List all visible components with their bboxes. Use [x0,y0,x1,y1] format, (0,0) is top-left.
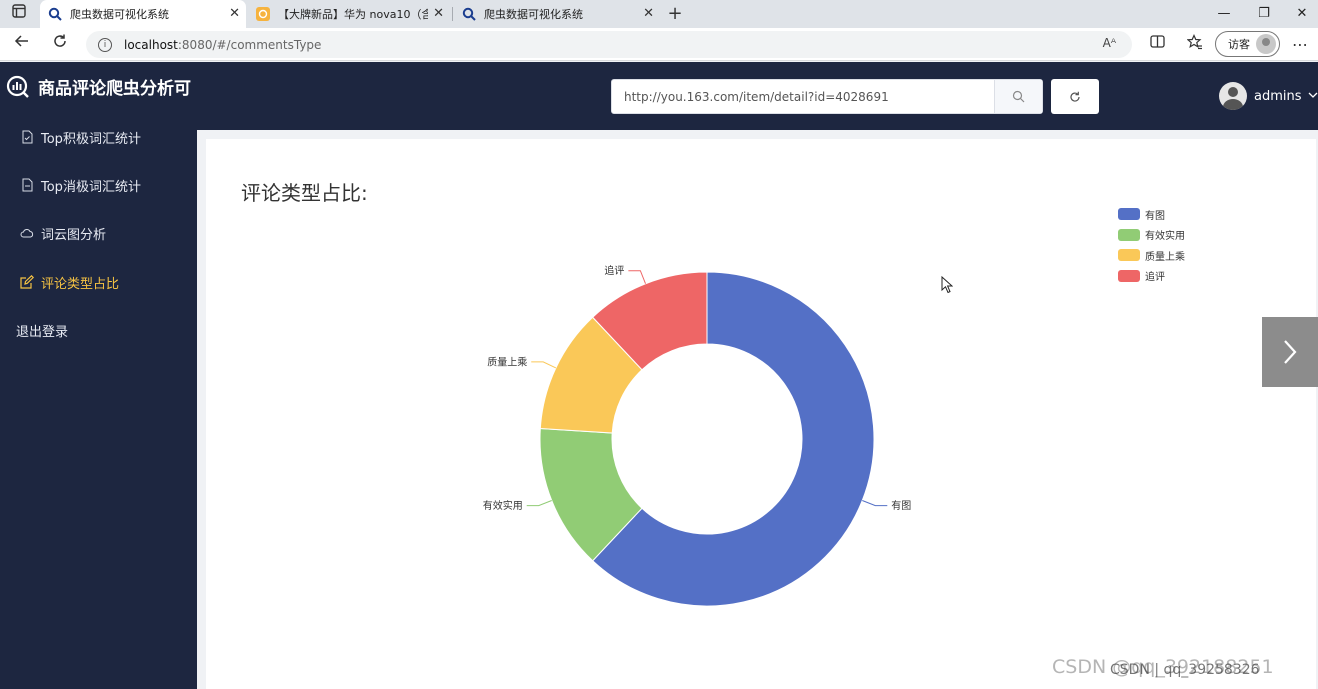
user-menu[interactable]: admins [1219,82,1318,110]
refresh-button[interactable] [1051,79,1099,114]
browser-address-bar: i localhost:8080/#/commentsType Aᴬ 访客 ⋯ [0,28,1318,61]
close-icon[interactable]: ✕ [643,6,654,21]
restore-icon[interactable]: ❐ [1258,6,1270,21]
avatar [1219,82,1247,110]
avatar [1256,34,1276,54]
label-leader-line [628,270,646,284]
slice-label: 有效实用 [483,499,523,512]
browser-tab-bar: 爬虫数据可视化系统 ✕ 【大牌新品】华为 nova10（含6 ✕ 爬虫数据可视化… [0,0,1318,28]
guest-label: 访客 [1228,38,1250,51]
tab-actions-icon[interactable] [8,4,30,24]
pie-slice[interactable] [591,271,875,607]
sidebar-item-wordcloud[interactable]: 词云图分析 [0,209,197,257]
sidebar: Top积极词汇统计 Top消极词汇统计 词云图分析 评论类型占比 退出登录 [0,130,197,689]
next-page-button[interactable] [1262,317,1318,387]
app-header: 商品评论爬虫分析可 admins [0,62,1318,130]
slice-label: 追评 [604,264,624,277]
legend-label: 有图 [1145,210,1165,222]
legend-label: 质量上乘 [1145,251,1185,263]
slice-label: 质量上乘 [487,356,527,368]
legend-label: 有效实用 [1145,231,1185,243]
sidebar-item-comment-types[interactable]: 评论类型占比 [0,258,197,306]
legend-swatch [1118,228,1140,241]
chevron-down-icon [1308,91,1318,102]
sidebar-item-label: 退出登录 [16,324,69,340]
mouse-cursor-icon [941,276,953,294]
legend-item[interactable]: 追评 [1118,266,1185,287]
more-icon[interactable]: ⋯ [1292,35,1308,54]
new-tab-icon[interactable]: + [667,3,683,24]
username: admins [1254,88,1302,104]
search-box [611,79,1043,114]
sidebar-item-label: Top积极词汇统计 [41,131,141,147]
watermark: CSDN @qq_392188251 [1052,656,1274,678]
legend-swatch [1118,249,1140,262]
sidebar-item-negative-words[interactable]: Top消极词汇统计 [0,161,197,209]
page-title: 评论类型占比: [241,181,368,205]
label-leader-line [526,500,552,507]
search-button[interactable] [994,80,1042,113]
sidebar-item-label: 词云图分析 [41,227,107,243]
cloud-icon [20,226,34,240]
search-icon [48,7,62,21]
close-icon[interactable]: ✕ [433,6,444,21]
document-icon [20,130,34,144]
favorites-icon[interactable] [1184,34,1206,56]
label-leader-line [531,361,557,369]
sidebar-item-label: Top消极词汇统计 [41,179,141,195]
reload-icon[interactable] [48,33,72,55]
search-input[interactable] [612,80,994,113]
chart-legend: 有图 有效实用 质量上乘 追评 [1118,204,1185,286]
shop-icon [256,7,270,21]
donut-chart: 有图 有效实用 质量上乘 追评 [483,264,911,607]
legend-swatch [1118,269,1140,282]
chart-logo-icon [6,75,29,98]
info-icon[interactable]: i [98,37,112,52]
label-leader-line [862,500,888,507]
window-close-icon[interactable]: ✕ [1296,6,1308,21]
tab-huawei[interactable]: 【大牌新品】华为 nova10（含6 ✕ [248,0,450,28]
close-icon[interactable]: ✕ [229,6,240,21]
document-icon [20,178,34,192]
search-icon [462,7,476,21]
tab-separator [452,7,453,21]
main-panel: 评论类型占比: 有图 有效实用 质量上乘 追评 有图 有效实用 质量上乘 追评 [206,139,1316,689]
tab-crawler-1[interactable]: 爬虫数据可视化系统 ✕ [40,0,246,28]
watermark-overlay: CSDN | qq_39258326 [1110,662,1260,678]
tab-title: 【大牌新品】华为 nova10（含6 [278,8,428,21]
legend-swatch [1118,208,1140,221]
tab-crawler-2[interactable]: 爬虫数据可视化系统 ✕ [454,0,660,28]
url-field[interactable]: i localhost:8080/#/commentsType Aᴬ [86,31,1132,58]
sidebar-item-label: 评论类型占比 [41,276,120,292]
refresh-icon [1070,91,1080,102]
guest-profile-button[interactable]: 访客 [1215,31,1280,57]
url-host: localhost [124,37,178,52]
brand: 商品评论爬虫分析可 [6,74,191,99]
legend-item[interactable]: 有效实用 [1118,225,1185,246]
sidebar-item-positive-words[interactable]: Top积极词汇统计 [0,113,197,161]
sidebar-item-logout[interactable]: 退出登录 [0,306,197,354]
minimize-icon[interactable]: — [1217,6,1231,21]
legend-item[interactable]: 有图 [1118,204,1185,225]
pie-slice[interactable] [591,271,708,371]
slice-label: 有图 [891,499,911,512]
legend-label: 追评 [1145,272,1165,284]
legend-item[interactable]: 质量上乘 [1118,245,1185,266]
chevron-right-icon [1284,340,1297,364]
tab-title: 爬虫数据可视化系统 [484,8,583,21]
edit-icon [20,274,35,289]
url-path: :8080/#/commentsType [177,37,322,52]
arrow-left-icon[interactable] [10,33,34,55]
split-screen-icon[interactable] [1146,34,1168,56]
brand-title: 商品评论爬虫分析可 [38,79,191,99]
search-icon [1012,90,1025,103]
tab-title: 爬虫数据可视化系统 [70,8,169,21]
read-aloud-icon[interactable]: Aᴬ [1102,36,1116,50]
